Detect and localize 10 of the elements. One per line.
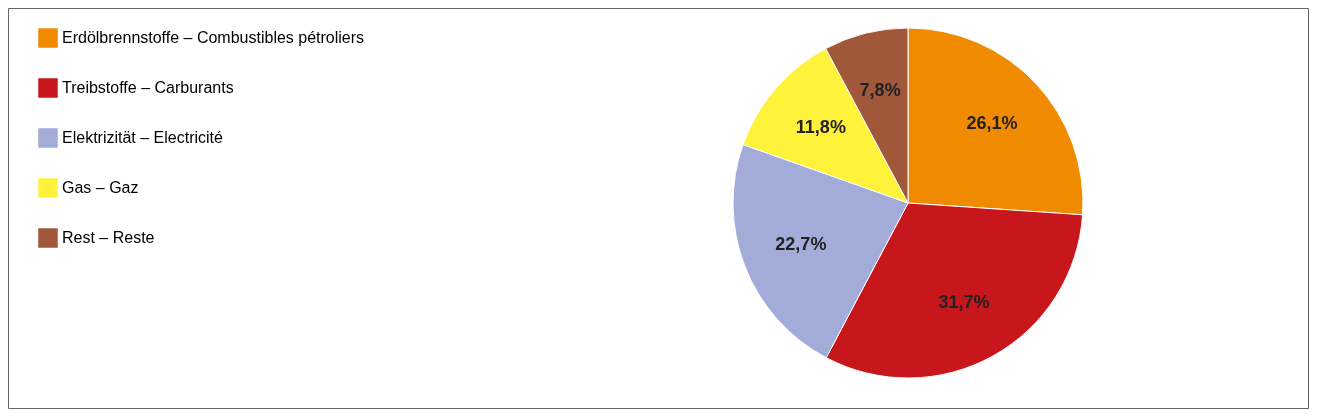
data-label: 7,8% <box>859 80 901 101</box>
data-label: 26,1% <box>966 113 1018 134</box>
legend-label: Erdölbrennstoffe – Combustibles pétroliers <box>62 29 365 46</box>
data-label: 22,7% <box>775 233 827 254</box>
legend-label: Treibstoffe – Carburants <box>62 79 234 96</box>
legend-label: Elektrizität – Electricité <box>62 129 224 146</box>
legend-label: Rest – Reste <box>62 229 155 246</box>
data-label: 11,8% <box>795 116 846 137</box>
legend-label: Gas – Gaz <box>62 179 139 196</box>
data-label: 31,7% <box>938 292 990 313</box>
